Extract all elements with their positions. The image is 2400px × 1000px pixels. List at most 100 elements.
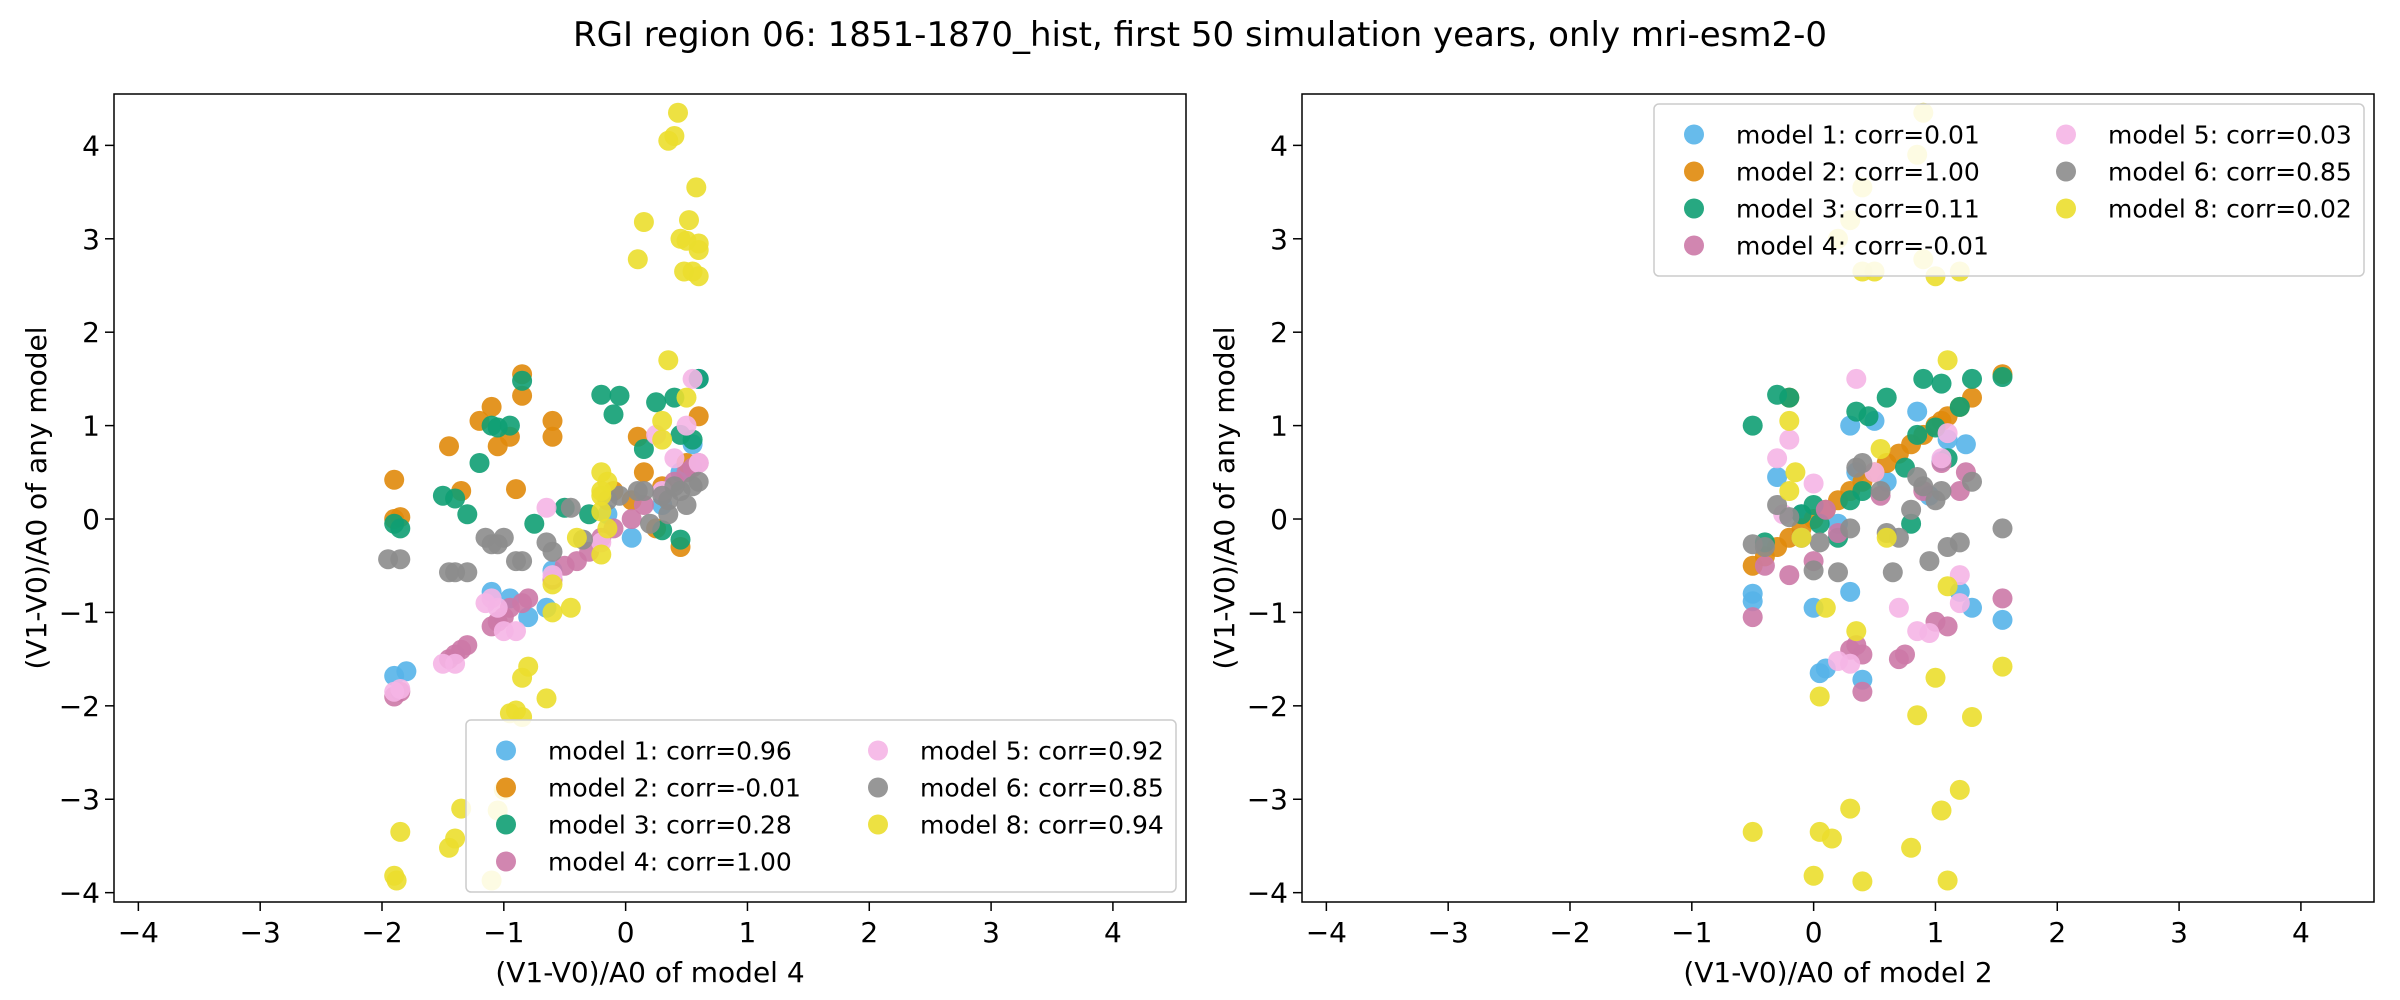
right-point-model5-7 [1846, 368, 1867, 389]
left-plot-frame [113, 93, 1187, 903]
left-point-model8-15 [542, 602, 563, 623]
left-legend-label-model1: model 1: corr=0.96 [548, 737, 792, 766]
right-point-model8-2 [1779, 481, 1800, 501]
left-point-model8-23 [597, 518, 618, 539]
left-point-model8-28 [652, 410, 673, 431]
right-point-model3-8 [1852, 481, 1873, 501]
right-point-model8-1 [1779, 410, 1800, 431]
left-point-model5-3 [445, 653, 466, 674]
right-y-axis-label: (V1-V0)/A0 of any model [1208, 327, 1241, 670]
right-point-model6-24 [1919, 551, 1940, 572]
left-point-model8-42 [688, 266, 709, 287]
right-point-model6-10 [1852, 453, 1873, 473]
right-point-model5-14 [1949, 593, 1970, 614]
right-legend: model 1: corr=0.01 model 2: corr=1.00 mode… [1653, 103, 2365, 277]
left-x-axis-label: (V1-V0)/A0 of model 4 [495, 956, 804, 989]
right-legend-marker-model5 [2056, 124, 2076, 145]
left-point-model3-13 [591, 384, 612, 405]
left-point-model8-4 [445, 828, 466, 849]
left-x-tick-label: 2 [860, 916, 878, 949]
right-legend-label-model4: model 4: corr=-0.01 [1736, 232, 1989, 261]
right-legend-label-model8: model 8: corr=0.02 [2108, 195, 2352, 224]
left-legend-label-model6: model 6: corr=0.85 [920, 774, 1164, 803]
right-x-tick-label: 4 [2292, 916, 2310, 949]
left-point-model3-4 [457, 504, 478, 525]
left-point-model8-25 [591, 544, 612, 565]
right-point-model6-22 [1992, 518, 2013, 539]
left-point-model3-15 [603, 404, 624, 425]
left-x-tick-label: 0 [617, 916, 635, 949]
right-point-model4-9 [1852, 681, 1873, 702]
right-point-model5-6 [1840, 653, 1861, 674]
right-x-axis-label: (V1-V0)/A0 of model 2 [1683, 956, 1992, 989]
left-scatter-panel: −4 −3 −2 −1 0 1 2 3 4 −4 −3 −2 −1 0 1 2 3 4 (V1-V0)/A0 o… [20, 93, 1187, 989]
right-legend-label-model1: model 1: corr=0.01 [1736, 121, 1980, 150]
left-x-tick-label: 3 [982, 916, 1000, 949]
right-point-model6-6 [1809, 532, 1830, 553]
left-y-tick-label: −1 [59, 596, 100, 629]
right-point-model6-7 [1828, 562, 1848, 583]
left-point-model8-2 [390, 821, 411, 842]
left-point-model6-12 [542, 541, 563, 562]
left-point-model6-1 [390, 549, 411, 570]
right-point-model6-14 [1901, 499, 1922, 520]
right-scatter-panel: −4 −3 −2 −1 0 1 2 3 4 −4 −3 −2 −1 0 1 2 3 4 (V1-V0)/A0 o… [1208, 93, 2375, 989]
left-point-model5-9 [536, 497, 557, 518]
left-y-tick-label: 0 [82, 503, 100, 536]
right-point-model4-17 [1992, 588, 2013, 609]
left-point-model2-10 [512, 385, 533, 406]
left-point-model3-5 [469, 453, 490, 473]
left-point-model2-15 [633, 462, 654, 483]
right-point-model5-9 [1888, 597, 1909, 618]
right-point-model6-23 [1882, 562, 1903, 583]
right-x-ticks: −4 −3 −2 −1 0 1 2 3 4 [1306, 902, 2310, 949]
left-point-model6-27 [640, 513, 660, 534]
left-point-model8-29 [652, 429, 673, 450]
right-point-model8-25 [1931, 800, 1952, 821]
left-point-model1-1 [396, 661, 417, 682]
left-legend-box [465, 719, 1177, 893]
left-y-tick-label: −2 [59, 690, 100, 723]
left-point-model6-18 [633, 481, 654, 501]
right-point-model5-0 [1767, 448, 1788, 469]
left-y-tick-label: 1 [82, 410, 100, 443]
right-point-model3-17 [1949, 396, 1970, 417]
right-legend-label-model2: model 2: corr=1.00 [1736, 158, 1980, 187]
left-point-model8-32 [664, 126, 685, 146]
right-point-model3-15 [1931, 373, 1952, 394]
left-point-model2-3 [439, 436, 459, 457]
left-x-ticks: −4 −3 −2 −1 0 1 2 3 4 [118, 902, 1122, 949]
right-point-model8-16 [1870, 439, 1891, 459]
right-point-model8-4 [1791, 527, 1812, 548]
right-point-model4-0 [1742, 607, 1763, 628]
right-y-tick-label: −2 [1247, 690, 1288, 723]
left-point-model2-11 [542, 410, 563, 431]
right-x-tick-label: 0 [1805, 916, 1823, 949]
left-point-model6-10 [512, 551, 533, 572]
left-legend-label-model8: model 8: corr=0.94 [920, 811, 1164, 840]
right-point-model3-22 [1901, 513, 1922, 534]
right-point-model3-2 [1779, 387, 1800, 408]
left-point-model8-37 [676, 387, 697, 408]
right-point-model6-18 [1931, 481, 1952, 501]
left-legend: model 1: corr=0.96 model 2: corr=-0.01 mod… [465, 719, 1177, 893]
left-point-model5-13 [664, 448, 685, 469]
left-legend-marker-model5 [868, 740, 888, 761]
right-y-tick-label: 2 [1270, 316, 1288, 349]
right-y-tick-label: 3 [1270, 223, 1288, 256]
right-scatter-points [1742, 102, 2013, 892]
left-point-model3-14 [609, 385, 630, 406]
right-point-model6-20 [1949, 532, 1970, 553]
right-y-tick-label: 1 [1270, 410, 1288, 443]
right-point-model6-2 [1767, 495, 1788, 515]
left-x-tick-label: −3 [240, 916, 281, 949]
right-legend-marker-model4 [1684, 235, 1704, 256]
left-point-model5-14 [676, 415, 697, 436]
left-point-model8-26 [627, 249, 648, 270]
left-legend-marker-model8 [868, 814, 888, 835]
right-y-ticks: −4 −3 −2 −1 0 1 2 3 4 [1247, 129, 1302, 910]
right-point-model8-9 [1821, 828, 1842, 849]
right-x-tick-label: −3 [1428, 916, 1469, 949]
right-point-model5-13 [1937, 423, 1958, 444]
right-point-model8-8 [1815, 597, 1836, 618]
